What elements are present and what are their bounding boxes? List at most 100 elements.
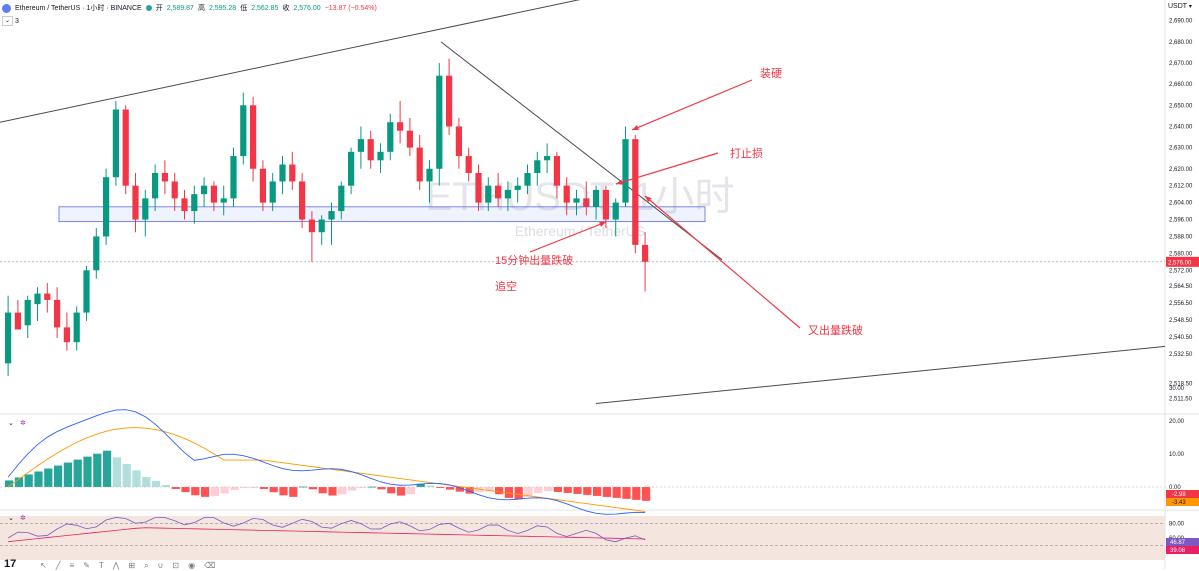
macd-histogram-bar bbox=[299, 486, 308, 488]
macd-histogram-bar bbox=[279, 487, 288, 496]
fib-icon[interactable]: ≡ bbox=[69, 561, 75, 570]
candle-body bbox=[612, 202, 619, 220]
macd-histogram-bar bbox=[152, 481, 161, 487]
annotation-label: 装硬 bbox=[760, 67, 782, 80]
price-tick-label: 2,630.00 bbox=[1169, 146, 1193, 152]
macd-histogram-bar bbox=[122, 463, 131, 487]
macd-histogram-bar bbox=[5, 480, 14, 487]
candle-body bbox=[181, 198, 188, 212]
upper-trendline[interactable] bbox=[0, 0, 600, 123]
macd-histogram-bar bbox=[14, 477, 23, 487]
annotation-label: 15分钟出量跌破 bbox=[495, 253, 573, 267]
macd-histogram-bar bbox=[377, 487, 386, 490]
high-label: 高 bbox=[197, 5, 205, 12]
candle-body bbox=[34, 293, 41, 305]
trash-icon[interactable]: ⌫ bbox=[204, 561, 216, 570]
pane-settings-icon: ✲ bbox=[20, 419, 26, 427]
price-tick-label: 2,650.00 bbox=[1169, 103, 1193, 109]
macd-histogram-bar bbox=[622, 487, 631, 499]
currency-label: USDT bbox=[1168, 3, 1187, 10]
macd-histogram-bar bbox=[44, 468, 53, 487]
trendline-icon[interactable]: ╱ bbox=[55, 561, 61, 570]
collapse-chevron-icon[interactable]: ⌄ bbox=[2, 16, 14, 26]
market-status-icon bbox=[145, 5, 152, 11]
pattern-icon[interactable]: ⋀ bbox=[112, 561, 120, 570]
price-tick-label: 2,690.00 bbox=[1169, 19, 1193, 25]
candle-body bbox=[495, 185, 502, 199]
macd-histogram-bar bbox=[201, 487, 210, 497]
support-zone[interactable] bbox=[58, 206, 706, 223]
price-tick-label: 2,572.00 bbox=[1169, 268, 1193, 274]
candle-body bbox=[112, 109, 119, 178]
price-tick-label: 2,604.00 bbox=[1169, 201, 1193, 207]
price-tick-label: 2,540.50 bbox=[1169, 335, 1193, 341]
candle-body bbox=[446, 75, 453, 127]
price-tick-label: 2,596.00 bbox=[1169, 218, 1193, 224]
indicator-collapse[interactable]: ⌄ 3 bbox=[2, 16, 19, 26]
macd-tick-label: 0.00 bbox=[1169, 485, 1181, 491]
candle-body bbox=[201, 185, 208, 195]
open-label: 开 bbox=[155, 5, 163, 12]
rsi-ma-value-label: 39.08 bbox=[1170, 548, 1186, 554]
text-icon[interactable]: T bbox=[98, 561, 104, 570]
candle-body bbox=[465, 156, 472, 173]
candle-body bbox=[504, 189, 511, 199]
rsi-ma-value-badge bbox=[1166, 546, 1199, 554]
candle-body bbox=[93, 236, 100, 271]
descending-trendline[interactable] bbox=[440, 41, 723, 261]
candle-body bbox=[250, 105, 257, 169]
macd-histogram-bar bbox=[83, 456, 92, 487]
macd-histogram-bar bbox=[583, 487, 592, 495]
macd-histogram-bar bbox=[446, 487, 455, 490]
annotation-label: 又出量跌破 bbox=[808, 323, 863, 337]
macd-value-label: -2.98 bbox=[1172, 492, 1186, 498]
macd-histogram-bar bbox=[328, 487, 337, 496]
macd-tick-label: 10.00 bbox=[1169, 452, 1185, 458]
annotation-arrow[interactable] bbox=[644, 195, 801, 329]
candle-body bbox=[485, 185, 492, 203]
low-label: 低 bbox=[240, 5, 248, 12]
close-value: 2,576.00 bbox=[293, 4, 321, 12]
high-value: 2,595.28 bbox=[208, 4, 237, 12]
macd-histogram-bar bbox=[230, 487, 239, 491]
magnet-icon[interactable]: ∪ bbox=[157, 561, 164, 570]
macd-histogram-bar bbox=[612, 487, 621, 498]
lower-trendline[interactable] bbox=[595, 345, 1166, 405]
candle-body bbox=[436, 75, 443, 169]
chevron-down-icon: ▾ bbox=[1188, 4, 1192, 10]
rsi-tick-label: 80.00 bbox=[1169, 521, 1185, 527]
candle-body bbox=[5, 312, 12, 364]
open-value: 2,589.87 bbox=[166, 4, 194, 12]
candle-body bbox=[220, 198, 227, 203]
annotation-arrow[interactable] bbox=[615, 152, 719, 185]
last-price-label: 2,576.00 bbox=[1168, 260, 1192, 266]
macd-histogram-bar bbox=[259, 487, 268, 489]
annotation-arrow[interactable] bbox=[631, 79, 753, 131]
measure-icon[interactable]: ⊞ bbox=[128, 561, 136, 570]
candle-body bbox=[387, 122, 394, 152]
macd-histogram-bar bbox=[357, 487, 366, 488]
macd-histogram-bar bbox=[103, 450, 112, 487]
annotation-label: 追空 bbox=[495, 279, 517, 293]
candle-body bbox=[103, 177, 110, 237]
brush-icon[interactable]: ✎ bbox=[83, 561, 90, 570]
candle-body bbox=[142, 198, 149, 220]
symbol-title[interactable]: Ethereum / TetherUS · 1小时 · BINANCE bbox=[15, 5, 142, 12]
macd-histogram-bar bbox=[387, 487, 396, 494]
macd-histogram-bar bbox=[544, 487, 553, 492]
zoom-icon[interactable]: ⌕ bbox=[144, 561, 149, 570]
eye-icon[interactable]: ◉ bbox=[188, 561, 196, 570]
cursor-icon[interactable]: ↖ bbox=[40, 561, 47, 570]
macd-histogram-bar bbox=[112, 457, 121, 487]
candle-body bbox=[357, 139, 364, 152]
lock-icon[interactable]: ⊡ bbox=[172, 561, 180, 570]
ethereum-icon bbox=[2, 3, 11, 13]
price-tick-label: 2,556.50 bbox=[1169, 301, 1193, 307]
candle-body bbox=[44, 293, 51, 300]
candle-body bbox=[279, 164, 286, 182]
macd-histogram-bar bbox=[524, 487, 533, 497]
candle-body bbox=[367, 139, 374, 161]
annotation-arrow[interactable] bbox=[529, 221, 607, 253]
currency-selector[interactable]: USDT ▾ bbox=[1168, 3, 1192, 10]
